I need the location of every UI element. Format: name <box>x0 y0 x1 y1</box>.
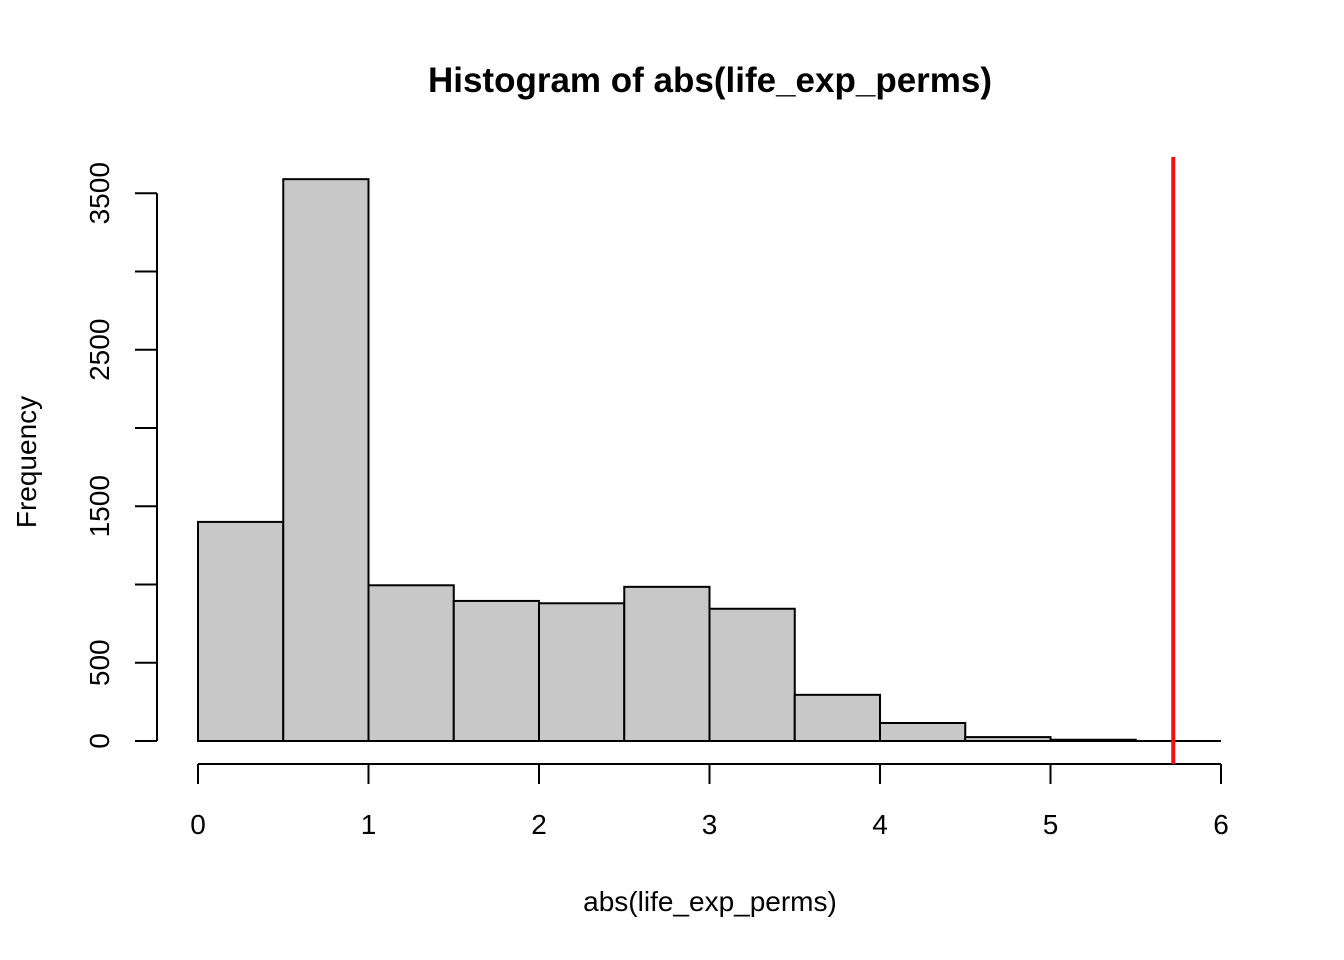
histogram-bar <box>623 585 711 742</box>
y-axis-label: Frequency <box>11 396 42 528</box>
x-tick-label: 1 <box>361 809 377 840</box>
histogram-bar <box>879 722 967 743</box>
histogram-bar <box>367 584 455 742</box>
histogram-bar <box>708 607 796 742</box>
y-tick-label: 500 <box>84 639 115 686</box>
x-tick-label: 0 <box>190 809 206 840</box>
x-axis: 0 1 2 3 4 5 6 <box>190 763 1229 840</box>
histogram-bar <box>793 693 881 743</box>
x-axis-label: abs(life_exp_perms) <box>583 886 837 917</box>
y-tick-label: 1500 <box>84 475 115 537</box>
x-tick-label: 2 <box>531 809 547 840</box>
chart-title: Histogram of abs(life_exp_perms) <box>428 61 992 100</box>
x-tick-label: 5 <box>1043 809 1059 840</box>
x-tick-label: 4 <box>872 809 888 840</box>
histogram-bar <box>452 599 540 742</box>
histogram-bar <box>197 520 285 743</box>
y-tick-label: 0 <box>84 733 115 749</box>
x-tick-label: 6 <box>1213 809 1229 840</box>
histogram-bar <box>538 602 626 743</box>
y-tick-label: 2500 <box>84 319 115 381</box>
y-tick-label: 3500 <box>84 162 115 224</box>
x-tick-label: 3 <box>702 809 718 840</box>
y-axis: 0 500 1500 2500 3500 <box>84 162 158 749</box>
histogram-bar <box>282 178 370 743</box>
bars-group <box>197 178 1137 743</box>
